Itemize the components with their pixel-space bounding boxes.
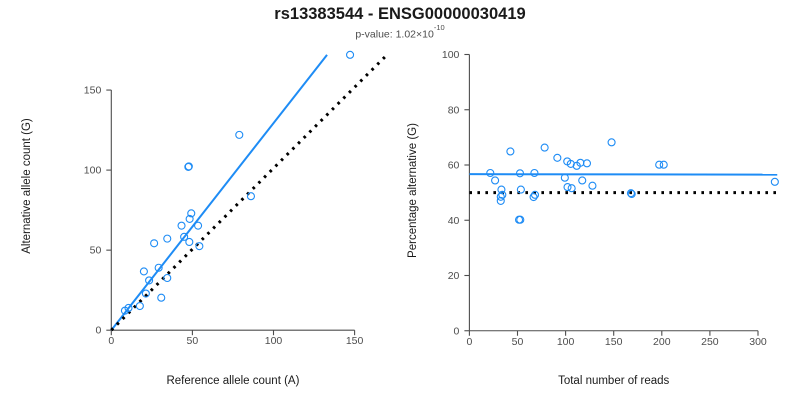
svg-text:Reference allele count (A): Reference allele count (A) (166, 375, 299, 387)
svg-text:150: 150 (346, 335, 364, 347)
svg-text:0: 0 (95, 325, 101, 337)
svg-text:50: 50 (90, 245, 102, 257)
svg-text:Alternative allele count (G): Alternative allele count (G) (21, 118, 33, 254)
svg-text:0: 0 (108, 335, 114, 347)
svg-text:0: 0 (454, 325, 460, 337)
svg-text:50: 50 (512, 336, 524, 348)
svg-text:20: 20 (448, 270, 460, 282)
svg-text:250: 250 (701, 336, 719, 348)
svg-text:100: 100 (442, 49, 460, 61)
svg-text:100: 100 (265, 335, 283, 347)
svg-text:150: 150 (605, 336, 623, 348)
svg-text:Percentage alternative (G): Percentage alternative (G) (407, 123, 419, 258)
svg-text:150: 150 (84, 85, 102, 97)
svg-text:60: 60 (448, 160, 460, 172)
svg-text:Total number of reads: Total number of reads (558, 375, 669, 387)
svg-text:300: 300 (749, 336, 767, 348)
svg-text:200: 200 (653, 336, 671, 348)
svg-text:40: 40 (448, 215, 460, 227)
svg-text:50: 50 (187, 335, 199, 347)
svg-text:0: 0 (466, 336, 472, 348)
svg-text:100: 100 (84, 165, 102, 177)
svg-text:100: 100 (557, 336, 575, 348)
svg-text:80: 80 (448, 104, 460, 116)
